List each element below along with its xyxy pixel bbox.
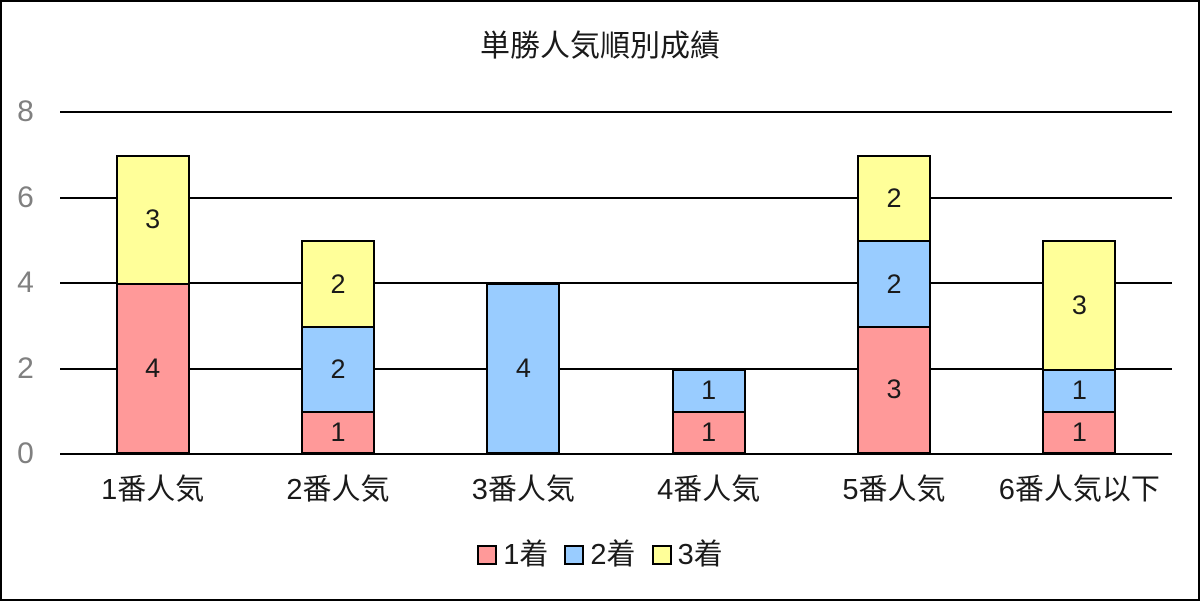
- x-axis-category-label: 3番人気: [471, 474, 575, 506]
- legend-label: 2着: [590, 539, 636, 571]
- legend-swatch: [564, 545, 585, 565]
- legend-item: 2着: [564, 539, 636, 571]
- bar-segment: 1: [671, 368, 746, 414]
- bar-segment: 2: [857, 154, 931, 243]
- bar-segment: 1: [1042, 368, 1117, 414]
- x-axis-category-label: 5番人気: [842, 474, 946, 506]
- x-axis-category-label: 4番人気: [657, 474, 761, 506]
- x-axis-category-label: 6番人気以下: [998, 474, 1160, 506]
- legend: 1着 2着 3着: [2, 539, 1198, 571]
- y-axis-tick-label: 8: [17, 95, 34, 128]
- bar-segment: 2: [857, 240, 931, 328]
- y-axis-tick-label: 2: [17, 351, 34, 385]
- bar-segment: 4: [486, 283, 561, 454]
- legend-item: 1着: [477, 539, 548, 571]
- bar-segment: 3: [857, 325, 931, 454]
- bar-segment: 1: [1042, 411, 1117, 454]
- legend-swatch: [651, 545, 672, 565]
- gridline: [60, 282, 1172, 284]
- y-axis-tick-label: 4: [17, 266, 34, 299]
- chart-title: 単勝人気順別成績: [480, 30, 720, 63]
- bar-segment: 1: [671, 411, 746, 454]
- bar-segment: 2: [301, 325, 375, 414]
- legend-label: 3着: [677, 539, 723, 571]
- y-axis-tick-label: 0: [17, 437, 34, 470]
- legend-item: 3着: [651, 539, 723, 571]
- bar-segment: 4: [115, 283, 190, 454]
- gridline: [60, 196, 1172, 199]
- x-axis-category-label: 2番人気: [286, 474, 390, 506]
- bar-segment: 3: [1042, 240, 1117, 371]
- gridline: [60, 453, 1172, 455]
- legend-label: 1着: [503, 539, 549, 571]
- gridline: [60, 111, 1172, 113]
- legend-swatch: [477, 545, 498, 565]
- x-axis-category-label: 1番人気: [101, 474, 205, 506]
- gridline: [60, 367, 1172, 370]
- bar-segment: 2: [301, 240, 375, 328]
- bar-segment: 3: [115, 154, 190, 285]
- y-axis-tick-label: 6: [17, 180, 34, 214]
- bar-segment: 1: [301, 411, 375, 454]
